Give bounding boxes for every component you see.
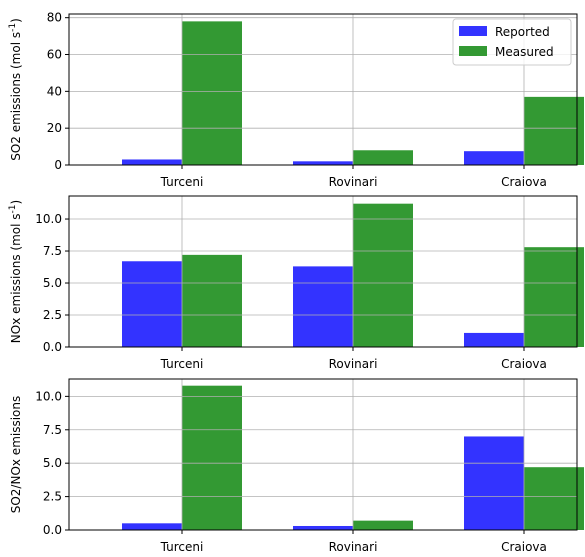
axes-frame [68,195,578,348]
x-tick-label-craiova: Craiova [501,175,547,189]
bar-measured-craiova [524,96,584,165]
x-tick-label-turceni: Turceni [160,540,204,554]
x-tick-label-craiova: Craiova [501,357,547,371]
bar-reported-turceni [122,159,182,165]
x-tick-label-craiova: Craiova [501,540,547,554]
bar-reported-rovinari [293,161,353,165]
y-axis-label: SO2/NOx emissions [9,396,23,514]
bar-measured-turceni [182,385,242,530]
legend-swatch-measured [459,46,487,56]
x-tick-label-rovinari: Rovinari [329,540,378,554]
x-tick-label-rovinari: Rovinari [329,175,378,189]
bar-measured-rovinari [353,520,413,530]
bar-measured-craiova [524,247,584,347]
bar-reported-turceni [122,261,182,347]
legend-swatch-reported [459,26,487,36]
bars [122,385,584,530]
legend-label-reported: Reported [495,25,550,39]
x-tick-label-rovinari: Rovinari [329,357,378,371]
y-tick-label: 0 [54,158,62,172]
legend: Reported Measured [452,18,572,66]
chart-panel-3: 0.0 2.5 5.0 7.5 10.0 Turceni Rovinari Craiova SO… [9,378,584,554]
y-tick-label: 10.0 [35,389,62,403]
y-tick-label: 80 [47,11,62,25]
y-tick-label: 5.0 [43,456,62,470]
bar-measured-rovinari [353,203,413,347]
bars [122,21,584,165]
y-tick-label: 7.5 [43,423,62,437]
bar-measured-turceni [182,21,242,165]
chart-panel-1: 0 20 40 60 80 Turceni Rovinari Craiova SO2 emiss… [8,11,584,189]
bar-reported-craiova [464,436,524,530]
y-tick-label: 5.0 [43,276,62,290]
y-tick-label: 40 [47,84,62,98]
y-tick-label: 20 [47,121,62,135]
bar-reported-craiova [464,332,524,347]
bars [122,203,584,347]
y-tick-label: 2.5 [43,308,62,322]
bar-reported-turceni [122,523,182,530]
bar-measured-craiova [524,467,584,530]
axes-frame [68,13,578,166]
y-tick-label: 0.0 [43,523,62,537]
y-axis-label: SO2 emissions (mol s-1) [8,18,23,161]
bar-reported-rovinari [293,266,353,347]
y-tick-label: 0.0 [43,340,62,354]
bar-measured-rovinari [353,150,413,165]
axes-frame [68,378,578,531]
x-tick-label-turceni: Turceni [160,357,204,371]
y-tick-label: 60 [47,48,62,62]
y-tick-label: 10.0 [35,212,62,226]
legend-label-measured: Measured [495,45,554,59]
bar-reported-rovinari [293,525,353,530]
bar-reported-craiova [464,151,524,165]
y-tick-label: 7.5 [43,244,62,258]
chart-panel-2: 0.0 2.5 5.0 7.5 10.0 Turceni Rovinari Craiova NO… [8,195,584,371]
y-axis-label: NOx emissions (mol s-1) [8,200,23,343]
bar-measured-turceni [182,254,242,347]
x-tick-label-turceni: Turceni [160,175,204,189]
y-tick-label: 2.5 [43,490,62,504]
